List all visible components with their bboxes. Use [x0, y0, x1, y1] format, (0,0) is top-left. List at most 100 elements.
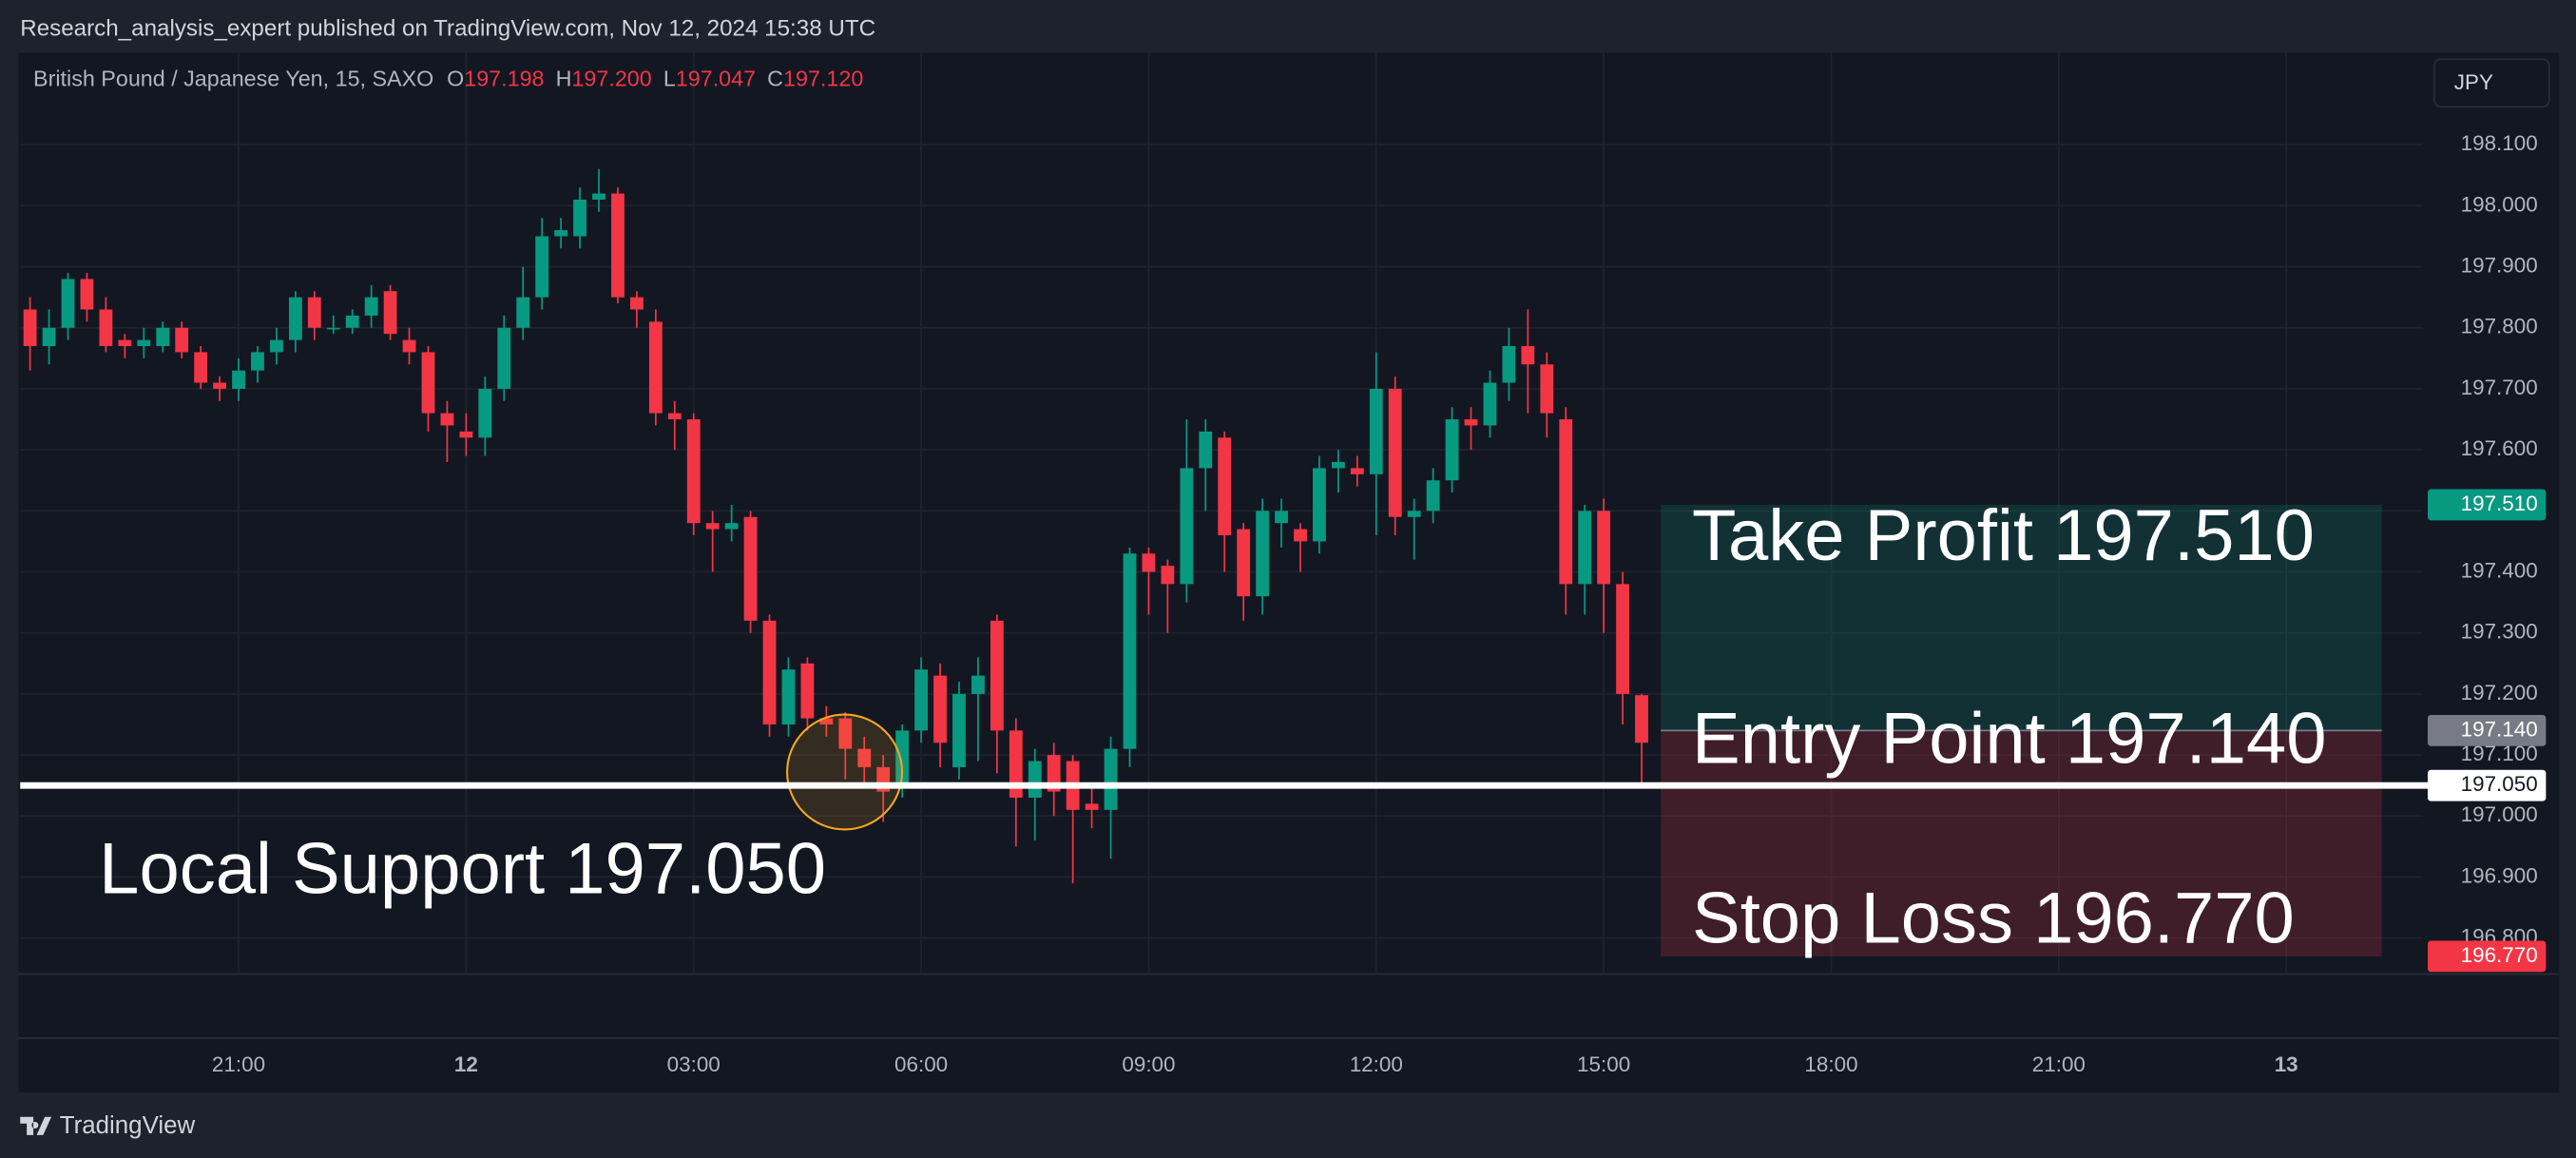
candle-body — [42, 327, 56, 347]
brand-logo — [20, 1116, 52, 1135]
loss-zone — [1661, 730, 2382, 956]
x-tick-label: 21:00 — [2032, 1052, 2086, 1076]
x-tick-label: 09:00 — [1122, 1052, 1175, 1076]
candle-body — [251, 352, 264, 371]
publish-header: Research_analysis_expert published on Tr… — [20, 15, 875, 41]
y-tick-label: 198.100 — [2461, 131, 2538, 155]
candle-body — [1199, 431, 1213, 469]
candle-body — [914, 669, 928, 731]
candle-body — [478, 388, 492, 438]
overlay: Take Profit 197.510 Entry Point 197.140 St… — [20, 495, 2428, 958]
candle-body — [1313, 468, 1326, 542]
legend-value: 197.120 — [783, 67, 863, 91]
candle-body — [800, 663, 815, 719]
brand: TradingView — [20, 1112, 196, 1139]
legend-key: C — [767, 67, 783, 91]
candle-body — [194, 352, 208, 383]
candle-body — [1028, 761, 1042, 799]
take-profit-text: Take Profit 197.510 — [1692, 495, 2315, 576]
brand-name: TradingView — [60, 1112, 196, 1139]
x-tick-label: 21:00 — [212, 1052, 265, 1076]
candle-body — [1275, 511, 1288, 524]
candle-body — [762, 620, 777, 724]
candle-body — [99, 309, 113, 347]
price-tag — [2427, 714, 2547, 746]
candle-body — [364, 297, 378, 316]
candle-body — [1123, 553, 1137, 749]
candle-body — [440, 413, 454, 426]
candle-body — [895, 730, 910, 786]
candle-body — [23, 309, 37, 347]
candle-body — [1483, 382, 1497, 426]
candle-body — [1350, 468, 1364, 474]
candle-body — [554, 230, 568, 237]
candle-body — [1009, 730, 1023, 799]
candle-body — [1426, 480, 1440, 511]
legend-value: 197.047 — [676, 67, 756, 91]
candle-body — [1180, 468, 1194, 585]
candle-body — [288, 297, 302, 340]
candle-body — [459, 431, 473, 438]
x-tick-label: 18:00 — [1804, 1052, 1857, 1076]
candle-body — [1085, 803, 1099, 810]
candle-body — [667, 413, 682, 420]
price-tag — [2427, 769, 2547, 801]
y-tick-label: 197.000 — [2461, 802, 2538, 826]
candle-body — [1218, 437, 1232, 536]
y-tick-label: 197.200 — [2461, 681, 2538, 704]
entry-text: Entry Point 197.140 — [1692, 698, 2327, 779]
candle-body — [592, 193, 606, 200]
candle-body — [1294, 529, 1307, 542]
price-tag — [2427, 489, 2547, 521]
candle-body — [1407, 511, 1421, 517]
price-tag-label: 197.050 — [2461, 772, 2538, 796]
candle-body — [137, 339, 151, 347]
candle-body — [1521, 346, 1535, 365]
price-tag — [2427, 940, 2547, 973]
legend-key: O — [447, 67, 464, 91]
candle-body — [781, 669, 796, 724]
candle-body — [611, 193, 625, 298]
y-tick-label: 197.400 — [2461, 558, 2538, 582]
candle-body — [743, 516, 758, 621]
x-tick-label: 12:00 — [1350, 1052, 1403, 1076]
candle-body — [838, 718, 853, 749]
y-tick-label: 197.700 — [2461, 376, 2538, 399]
candle-body — [648, 321, 663, 414]
candle-body — [345, 315, 359, 328]
candle-body — [1616, 584, 1629, 694]
legend-key: H — [556, 67, 572, 91]
x-tick-label: 13 — [2275, 1052, 2298, 1076]
legend-symbol: British Pound / Japanese Yen, 15, SAXO — [33, 67, 433, 91]
price-tag-label: 197.510 — [2461, 492, 2538, 515]
candle-body — [1464, 419, 1478, 426]
candle-body — [1161, 566, 1175, 585]
candle-body — [686, 419, 701, 524]
y-tick-label: 197.600 — [2461, 436, 2538, 460]
candle-body — [1445, 419, 1459, 481]
candle-body — [1388, 388, 1402, 517]
legend-value: 197.198 — [464, 67, 544, 91]
candle-body — [857, 748, 872, 767]
candle-body — [1559, 419, 1573, 585]
candle-body — [1502, 346, 1516, 383]
candle-body — [1331, 461, 1345, 469]
currency-button-frame[interactable] — [2433, 58, 2550, 108]
candle-body — [952, 693, 966, 767]
candle-body — [573, 199, 586, 237]
x-tick-label: 12 — [454, 1052, 478, 1076]
candle-body — [383, 291, 397, 335]
candle-body — [1369, 388, 1383, 474]
currency-button[interactable]: JPY — [2433, 58, 2550, 108]
symbol-legend: British Pound / Japanese Yen, 15, SAXO O1… — [33, 67, 863, 91]
highlight-circle — [786, 713, 904, 831]
candle-body — [80, 279, 94, 310]
candle-body — [819, 718, 834, 724]
candle-body — [1237, 529, 1251, 597]
candle-body — [175, 327, 189, 353]
candle-body — [1540, 364, 1554, 414]
currency-label[interactable]: JPY — [2454, 70, 2493, 94]
support-text: Local Support 197.050 — [99, 829, 826, 910]
x-tick-label: 15:00 — [1577, 1052, 1630, 1076]
legend-value: 197.200 — [571, 67, 651, 91]
